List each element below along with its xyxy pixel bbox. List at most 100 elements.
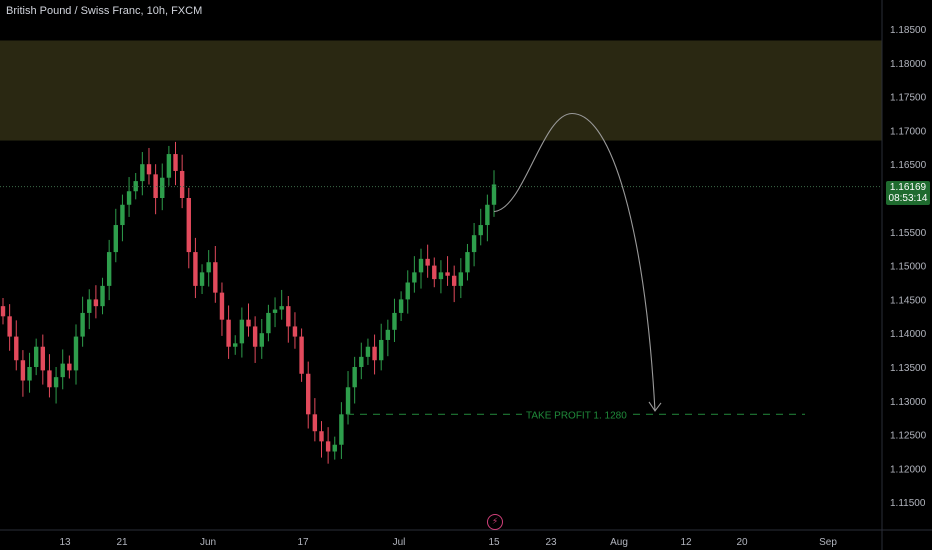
candle-body[interactable]: [206, 262, 211, 273]
candle-body[interactable]: [365, 346, 371, 357]
candle-body[interactable]: [87, 299, 92, 313]
candle-body[interactable]: [359, 356, 364, 367]
candle-body[interactable]: [325, 441, 331, 452]
time-tick-label: Jul: [393, 537, 406, 548]
candle-body[interactable]: [186, 198, 191, 253]
price-tick-label: 1.11500: [890, 498, 926, 509]
candle-body[interactable]: [398, 299, 404, 313]
candle-body[interactable]: [372, 346, 377, 361]
candle-body[interactable]: [40, 346, 46, 371]
price-tick-label: 1.13500: [890, 363, 927, 374]
candle-body[interactable]: [80, 312, 85, 337]
candle-body[interactable]: [339, 414, 344, 445]
candle-body[interactable]: [60, 363, 65, 378]
candle-body[interactable]: [445, 272, 450, 276]
candle-body[interactable]: [259, 333, 264, 347]
candle-body[interactable]: [246, 319, 251, 327]
candle-body[interactable]: [239, 319, 245, 344]
take-profit-label: TAKE PROFIT 1. 1280: [526, 410, 627, 421]
candle-body[interactable]: [14, 336, 19, 361]
candle-body[interactable]: [7, 316, 12, 337]
candle-body[interactable]: [451, 275, 457, 286]
candle-body[interactable]: [312, 414, 318, 432]
candle-body[interactable]: [20, 360, 26, 381]
candle-body[interactable]: [27, 367, 32, 381]
candle-body[interactable]: [213, 262, 218, 293]
candle-body[interactable]: [120, 204, 125, 226]
candle-body[interactable]: [93, 299, 99, 307]
candle-body[interactable]: [412, 272, 417, 283]
time-tick-label: 17: [297, 537, 309, 548]
current-price-value: 1.16169: [889, 182, 927, 193]
candle-body[interactable]: [432, 265, 437, 280]
candle-body[interactable]: [332, 444, 337, 452]
candle-body[interactable]: [272, 309, 278, 313]
candle-body[interactable]: [491, 184, 497, 205]
candle-body[interactable]: [173, 154, 178, 171]
projection-path[interactable]: [493, 112, 656, 411]
candle-body[interactable]: [458, 272, 464, 286]
candle-body[interactable]: [33, 346, 39, 367]
price-tick-label: 1.18500: [890, 25, 927, 36]
candle-body[interactable]: [106, 252, 112, 286]
candle-body[interactable]: [226, 319, 231, 347]
time-axis[interactable]: 13 21 Jun 17 Jul 15 23 Aug 12 20 Sep: [59, 537, 837, 548]
candle-body[interactable]: [385, 329, 391, 340]
candle-body[interactable]: [166, 154, 172, 178]
current-price-tag: 1.16169 08:53:14: [886, 181, 930, 205]
time-tick-label: 15: [488, 537, 500, 548]
price-tick-label: 1.17500: [890, 93, 927, 104]
candle-body[interactable]: [352, 367, 357, 388]
candle-body[interactable]: [279, 306, 284, 310]
candle-body[interactable]: [219, 292, 225, 320]
time-tick-label: 23: [545, 537, 557, 548]
bar-countdown: 08:53:14: [888, 193, 928, 204]
candle-body[interactable]: [67, 363, 72, 371]
candle-body[interactable]: [252, 326, 258, 347]
symbol-title: British Pound / Swiss Franc, 10h, FXCM: [6, 5, 203, 17]
candle-body[interactable]: [485, 204, 490, 226]
projection-arrowhead: [648, 401, 662, 412]
time-tick-label: Jun: [200, 537, 216, 548]
candle-body[interactable]: [465, 252, 470, 273]
candle-body[interactable]: [438, 272, 444, 280]
candle-body[interactable]: [319, 431, 324, 442]
price-tick-label: 1.17000: [890, 126, 927, 137]
candle-body[interactable]: [286, 306, 291, 327]
candle-body[interactable]: [126, 191, 132, 205]
candle-body[interactable]: [471, 235, 477, 253]
candle-body[interactable]: [233, 343, 238, 347]
candle-body[interactable]: [345, 387, 351, 415]
price-tick-label: 1.14500: [890, 295, 927, 306]
candle-body[interactable]: [418, 258, 424, 273]
candle-body[interactable]: [199, 272, 205, 286]
candle-body[interactable]: [113, 225, 118, 253]
candle-body[interactable]: [73, 336, 79, 371]
candle-body[interactable]: [478, 225, 483, 236]
candle-body[interactable]: [100, 285, 105, 307]
candle-body[interactable]: [292, 326, 298, 337]
candle-body[interactable]: [392, 312, 397, 330]
candle-body[interactable]: [153, 174, 158, 198]
candle-body[interactable]: [266, 312, 271, 334]
candle-body[interactable]: [405, 282, 410, 300]
candle-body[interactable]: [140, 164, 145, 182]
candle-body[interactable]: [160, 177, 165, 198]
lightning-icon[interactable]: ⚡: [487, 514, 503, 530]
take-profit-label-bg: [522, 408, 632, 421]
candle-body[interactable]: [53, 377, 59, 388]
candles-group: [0, 141, 497, 464]
candle-body[interactable]: [0, 306, 6, 317]
candle-body[interactable]: [47, 370, 52, 388]
candle-body[interactable]: [193, 252, 198, 286]
time-tick-label: 20: [736, 537, 748, 548]
resistance-zone[interactable]: [0, 40, 882, 141]
candle-body[interactable]: [146, 164, 152, 175]
price-axis[interactable]: 1.185001.180001.175001.170001.165001.160…: [890, 25, 927, 509]
candle-body[interactable]: [179, 170, 185, 198]
candle-body[interactable]: [299, 336, 304, 374]
candle-body[interactable]: [425, 258, 430, 266]
candle-body[interactable]: [379, 339, 384, 361]
candle-body[interactable]: [306, 373, 311, 415]
